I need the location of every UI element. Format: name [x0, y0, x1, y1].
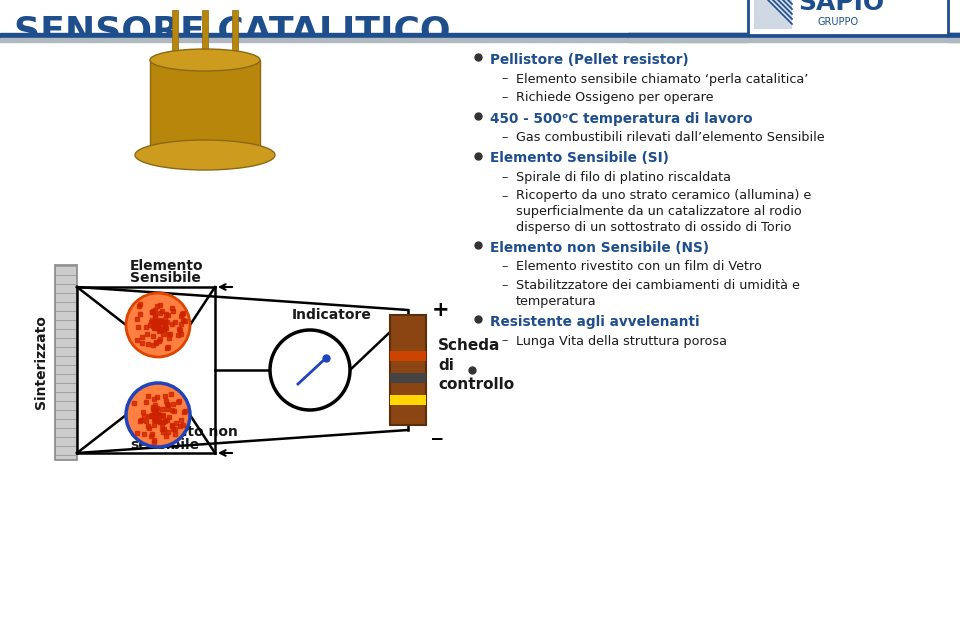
- Text: –: –: [502, 131, 513, 144]
- Circle shape: [270, 330, 350, 410]
- Text: Scheda
di
controllo: Scheda di controllo: [438, 338, 515, 392]
- Ellipse shape: [135, 140, 275, 170]
- Text: Stabilitzzatore dei cambiamenti di umidità e: Stabilitzzatore dei cambiamenti di umidi…: [516, 279, 800, 292]
- Text: Richiede Ossigeno per operare: Richiede Ossigeno per operare: [516, 91, 713, 104]
- Text: Ricoperto da uno strato ceramico (allumina) e: Ricoperto da uno strato ceramico (allumi…: [516, 189, 811, 203]
- Text: Spirale di filo di platino riscaldata: Spirale di filo di platino riscaldata: [516, 171, 731, 184]
- Bar: [150, 60, 260, 155]
- Bar: [55, 265, 77, 460]
- Bar: [628, 33, 748, 38]
- Text: SAPIO: SAPIO: [798, 0, 884, 15]
- Text: –: –: [502, 335, 513, 347]
- Text: temperatura: temperatura: [516, 295, 596, 307]
- Text: Elemento Sensibile (SI): Elemento Sensibile (SI): [490, 152, 669, 166]
- Text: superficialmente da un catalizzatore al rodio: superficialmente da un catalizzatore al …: [516, 205, 802, 218]
- Text: Sinterizzato: Sinterizzato: [34, 316, 48, 410]
- Circle shape: [126, 383, 190, 447]
- Text: SENSORE CATALITICO: SENSORE CATALITICO: [14, 15, 450, 49]
- Text: _: _: [432, 420, 443, 440]
- Bar: [390, 373, 426, 383]
- Bar: [948, 33, 960, 38]
- Text: disperso di un sottostrato di ossido di Torio: disperso di un sottostrato di ossido di …: [516, 220, 791, 234]
- Text: Indicatore: Indicatore: [292, 308, 372, 322]
- Ellipse shape: [150, 49, 260, 71]
- Text: 450 - 500ᵒC temperatura di lavoro: 450 - 500ᵒC temperatura di lavoro: [490, 112, 753, 126]
- Text: –: –: [502, 260, 513, 274]
- Text: Elemento: Elemento: [130, 259, 204, 273]
- Bar: [172, 10, 178, 60]
- Text: Gas combustibili rilevati dall’elemento Sensibile: Gas combustibili rilevati dall’elemento …: [516, 131, 825, 144]
- Text: –: –: [502, 279, 513, 292]
- Text: –: –: [502, 171, 513, 184]
- Bar: [0, 38, 960, 42]
- Text: Sensibile: Sensibile: [130, 271, 201, 285]
- Bar: [748, 0, 948, 35]
- Text: Elemento non Sensibile (NS): Elemento non Sensibile (NS): [490, 241, 709, 255]
- Bar: [754, 0, 792, 29]
- Bar: [390, 395, 426, 405]
- Text: Elemento rivestito con un film di Vetro: Elemento rivestito con un film di Vetro: [516, 260, 762, 274]
- Bar: [0, 33, 960, 38]
- Text: –: –: [502, 72, 513, 86]
- Bar: [202, 10, 208, 60]
- Bar: [232, 10, 238, 60]
- Bar: [390, 351, 426, 361]
- Text: –: –: [502, 91, 513, 104]
- Text: Elemento non: Elemento non: [130, 425, 238, 439]
- Bar: [390, 315, 426, 425]
- Text: +: +: [432, 300, 449, 320]
- Circle shape: [126, 293, 190, 357]
- Bar: [948, 38, 960, 42]
- Bar: [628, 38, 748, 42]
- Text: sensibile: sensibile: [130, 438, 199, 452]
- Text: Elemento sensibile chiamato ‘perla catalitica’: Elemento sensibile chiamato ‘perla catal…: [516, 72, 808, 86]
- Text: –: –: [502, 189, 513, 203]
- Text: Lunga Vita della struttura porosa: Lunga Vita della struttura porosa: [516, 335, 727, 347]
- Text: GRUPPO: GRUPPO: [818, 17, 859, 27]
- Text: Resistente agli avvelenanti: Resistente agli avvelenanti: [490, 315, 700, 329]
- Text: Pellistore (Pellet resistor): Pellistore (Pellet resistor): [490, 53, 688, 67]
